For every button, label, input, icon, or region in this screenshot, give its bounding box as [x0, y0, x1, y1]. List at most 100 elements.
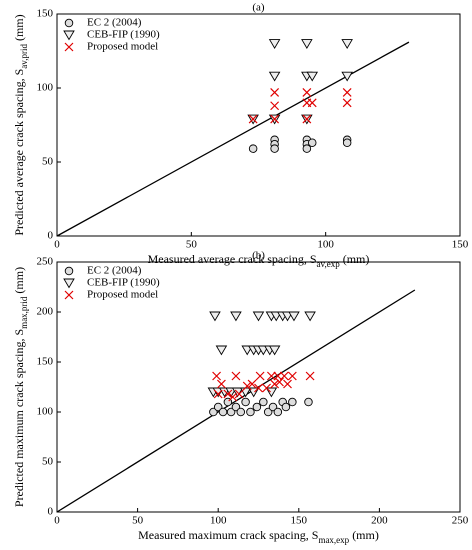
marker-x: [255, 371, 265, 381]
marker-circle: [342, 138, 352, 148]
marker-x: [307, 98, 317, 108]
marker-triangle: [268, 71, 281, 82]
marker-triangle: [341, 39, 353, 49]
marker-circle: [64, 266, 74, 276]
label-text: Predicted maximum crack spacing,: [12, 339, 26, 508]
y-tick-label: 50: [42, 456, 54, 468]
plot-frame: [56, 261, 461, 513]
label-unit: (mm): [12, 267, 26, 294]
x-tick-label: 100: [317, 239, 334, 251]
marker-x: [64, 42, 74, 52]
marker-circle: [231, 402, 241, 412]
x-tick-label: 50: [186, 239, 198, 251]
label-symbol: S: [12, 69, 26, 76]
label-symbol: S: [12, 329, 26, 336]
marker-x: [279, 371, 289, 381]
marker-triangle: [268, 39, 281, 49]
marker-circle: [252, 402, 262, 412]
marker-x: [234, 389, 244, 399]
marker-x: [248, 114, 258, 124]
marker-x: [302, 88, 312, 97]
legend-label: EC 2 (2004): [87, 17, 142, 29]
y-tick-label: 250: [37, 256, 54, 268]
x-tick-label: 100: [210, 515, 227, 527]
x-tick-label: 50: [132, 515, 144, 527]
marker-circle: [288, 397, 297, 407]
marker-x: [216, 379, 226, 389]
label-symbol: S: [310, 252, 317, 266]
label-unit: (mm): [12, 14, 26, 41]
x-tick-label: 150: [452, 239, 469, 251]
marker-circle: [236, 407, 246, 417]
y-tick-label: 0: [48, 230, 54, 242]
label-sub: av,exp: [317, 259, 341, 269]
chart-title: (b): [252, 250, 265, 262]
marker-circle: [248, 144, 258, 153]
marker-triangle: [230, 311, 242, 322]
x-tick-label: 250: [452, 515, 469, 527]
y-tick-label: 150: [37, 8, 54, 20]
reference-line: [56, 41, 410, 237]
marker-triangle: [63, 30, 75, 41]
axis-label: Predicted average crack spacing, Sav,prid…: [12, 14, 29, 235]
marker-x: [270, 114, 280, 124]
label-unit: (mm): [352, 528, 379, 542]
marker-circle: [273, 407, 283, 417]
marker-circle: [213, 402, 223, 412]
marker-x: [342, 88, 352, 97]
marker-x: [231, 371, 241, 381]
marker-triangle: [341, 71, 353, 82]
marker-circle: [218, 407, 228, 417]
marker-circle: [226, 407, 236, 417]
marker-x: [266, 371, 276, 381]
marker-circle: [304, 397, 313, 407]
marker-x: [64, 290, 74, 300]
marker-x: [212, 371, 222, 381]
y-tick-label: 100: [37, 82, 54, 94]
marker-circle: [307, 138, 317, 148]
marker-triangle: [306, 71, 319, 82]
plot-frame: [56, 13, 461, 237]
marker-x: [305, 371, 315, 381]
marker-triangle: [209, 311, 221, 322]
y-tick-label: 50: [42, 156, 54, 168]
label-unit: (mm): [343, 252, 370, 266]
x-tick-label: 0: [54, 239, 60, 251]
marker-triangle: [268, 345, 281, 356]
marker-x: [270, 379, 280, 389]
marker-triangle: [304, 311, 316, 322]
label-sub: max,prid: [19, 296, 29, 329]
label-sub: max,exp: [318, 535, 349, 545]
y-tick-label: 150: [37, 356, 54, 368]
legend-label: CEB-FIP (1990): [87, 29, 160, 41]
legend-label: Proposed model: [87, 41, 158, 53]
marker-triangle: [301, 39, 313, 49]
marker-x: [223, 389, 233, 399]
marker-x: [242, 381, 252, 391]
marker-triangle: [63, 278, 75, 289]
marker-triangle: [215, 345, 228, 356]
y-tick-label: 100: [37, 406, 54, 418]
marker-x: [273, 371, 283, 381]
label-text: Measured average crack spacing,: [148, 252, 307, 266]
marker-circle: [281, 402, 291, 412]
marker-circle: [270, 144, 279, 153]
marker-x: [287, 371, 297, 381]
marker-x: [342, 98, 352, 108]
chart-title: (a): [252, 2, 265, 14]
marker-circle: [241, 397, 250, 407]
marker-circle: [259, 397, 268, 407]
marker-x: [283, 379, 292, 389]
y-tick-label: 200: [37, 306, 54, 318]
label-text: Predicted average crack spacing,: [12, 78, 26, 235]
x-tick-label: 150: [291, 515, 308, 527]
axis-label: Predicted maximum crack spacing, Smax,pri…: [12, 267, 29, 507]
marker-circle: [263, 407, 273, 417]
marker-triangle: [288, 311, 300, 322]
label-text: Measured maximum crack spacing,: [138, 528, 309, 542]
marker-x: [254, 383, 263, 393]
marker-x: [275, 377, 284, 387]
marker-circle: [64, 18, 74, 28]
marker-x: [302, 114, 312, 124]
